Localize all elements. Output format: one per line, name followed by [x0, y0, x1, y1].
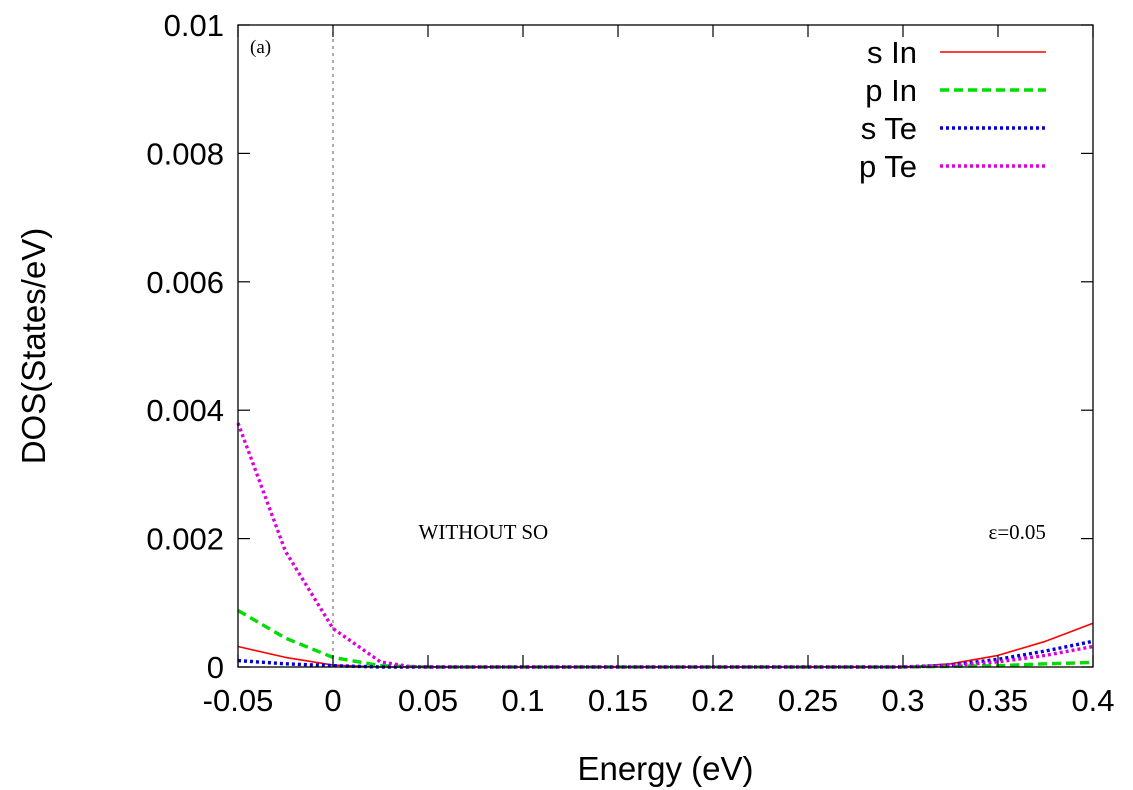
- series-line-p-te: [236, 422, 1094, 669]
- labels: (a) Energy (eV) DOS(States/eV) WITHOUT S…: [15, 37, 1046, 787]
- y-tick-label: 0.008: [146, 136, 224, 171]
- legend-label-s-in: s In: [867, 35, 917, 70]
- y-tick-label: 0.004: [146, 393, 224, 428]
- x-tick-label: 0.3: [881, 683, 924, 718]
- x-tick-label: 0.25: [778, 683, 838, 718]
- y-tick-label: 0.006: [146, 265, 224, 300]
- annotation-without-so: WITHOUT SO: [419, 520, 549, 544]
- annotation-epsilon: ε=0.05: [989, 520, 1046, 544]
- legend-label-p-in: p In: [865, 73, 917, 108]
- x-tick-label: 0.2: [691, 683, 734, 718]
- x-axis-title: Energy (eV): [577, 750, 753, 787]
- y-axis-title: DOS(States/eV): [15, 228, 52, 465]
- axes: -0.05 0 0.05 0.1 0.15 0.2 0.25 0.3 0.35 0.400.002…: [146, 8, 1114, 718]
- plot-frame: [237, 24, 1094, 668]
- x-tick-label: 0: [324, 683, 341, 718]
- legend: s Inp Ins Tep Te: [859, 35, 1046, 184]
- series-line-p-in: [237, 609, 1094, 669]
- series-group: [236, 422, 1094, 669]
- x-tick-label: 0.4: [1071, 683, 1114, 718]
- x-tick-label: 0.35: [968, 683, 1028, 718]
- x-tick-label: 0.05: [398, 683, 458, 718]
- y-tick-label: 0.01: [164, 8, 224, 43]
- y-tick-label: 0: [207, 650, 224, 685]
- legend-label-p-te: p Te: [859, 149, 917, 184]
- legend-label-s-te: s Te: [861, 111, 917, 146]
- x-tick-label: 0.15: [588, 683, 648, 718]
- series-line-s-in: [237, 622, 1094, 668]
- x-tick-label: -0.05: [203, 683, 274, 718]
- x-tick-label: 0.1: [501, 683, 544, 718]
- panel-label: (a): [250, 37, 271, 58]
- y-tick-label: 0.002: [146, 522, 224, 557]
